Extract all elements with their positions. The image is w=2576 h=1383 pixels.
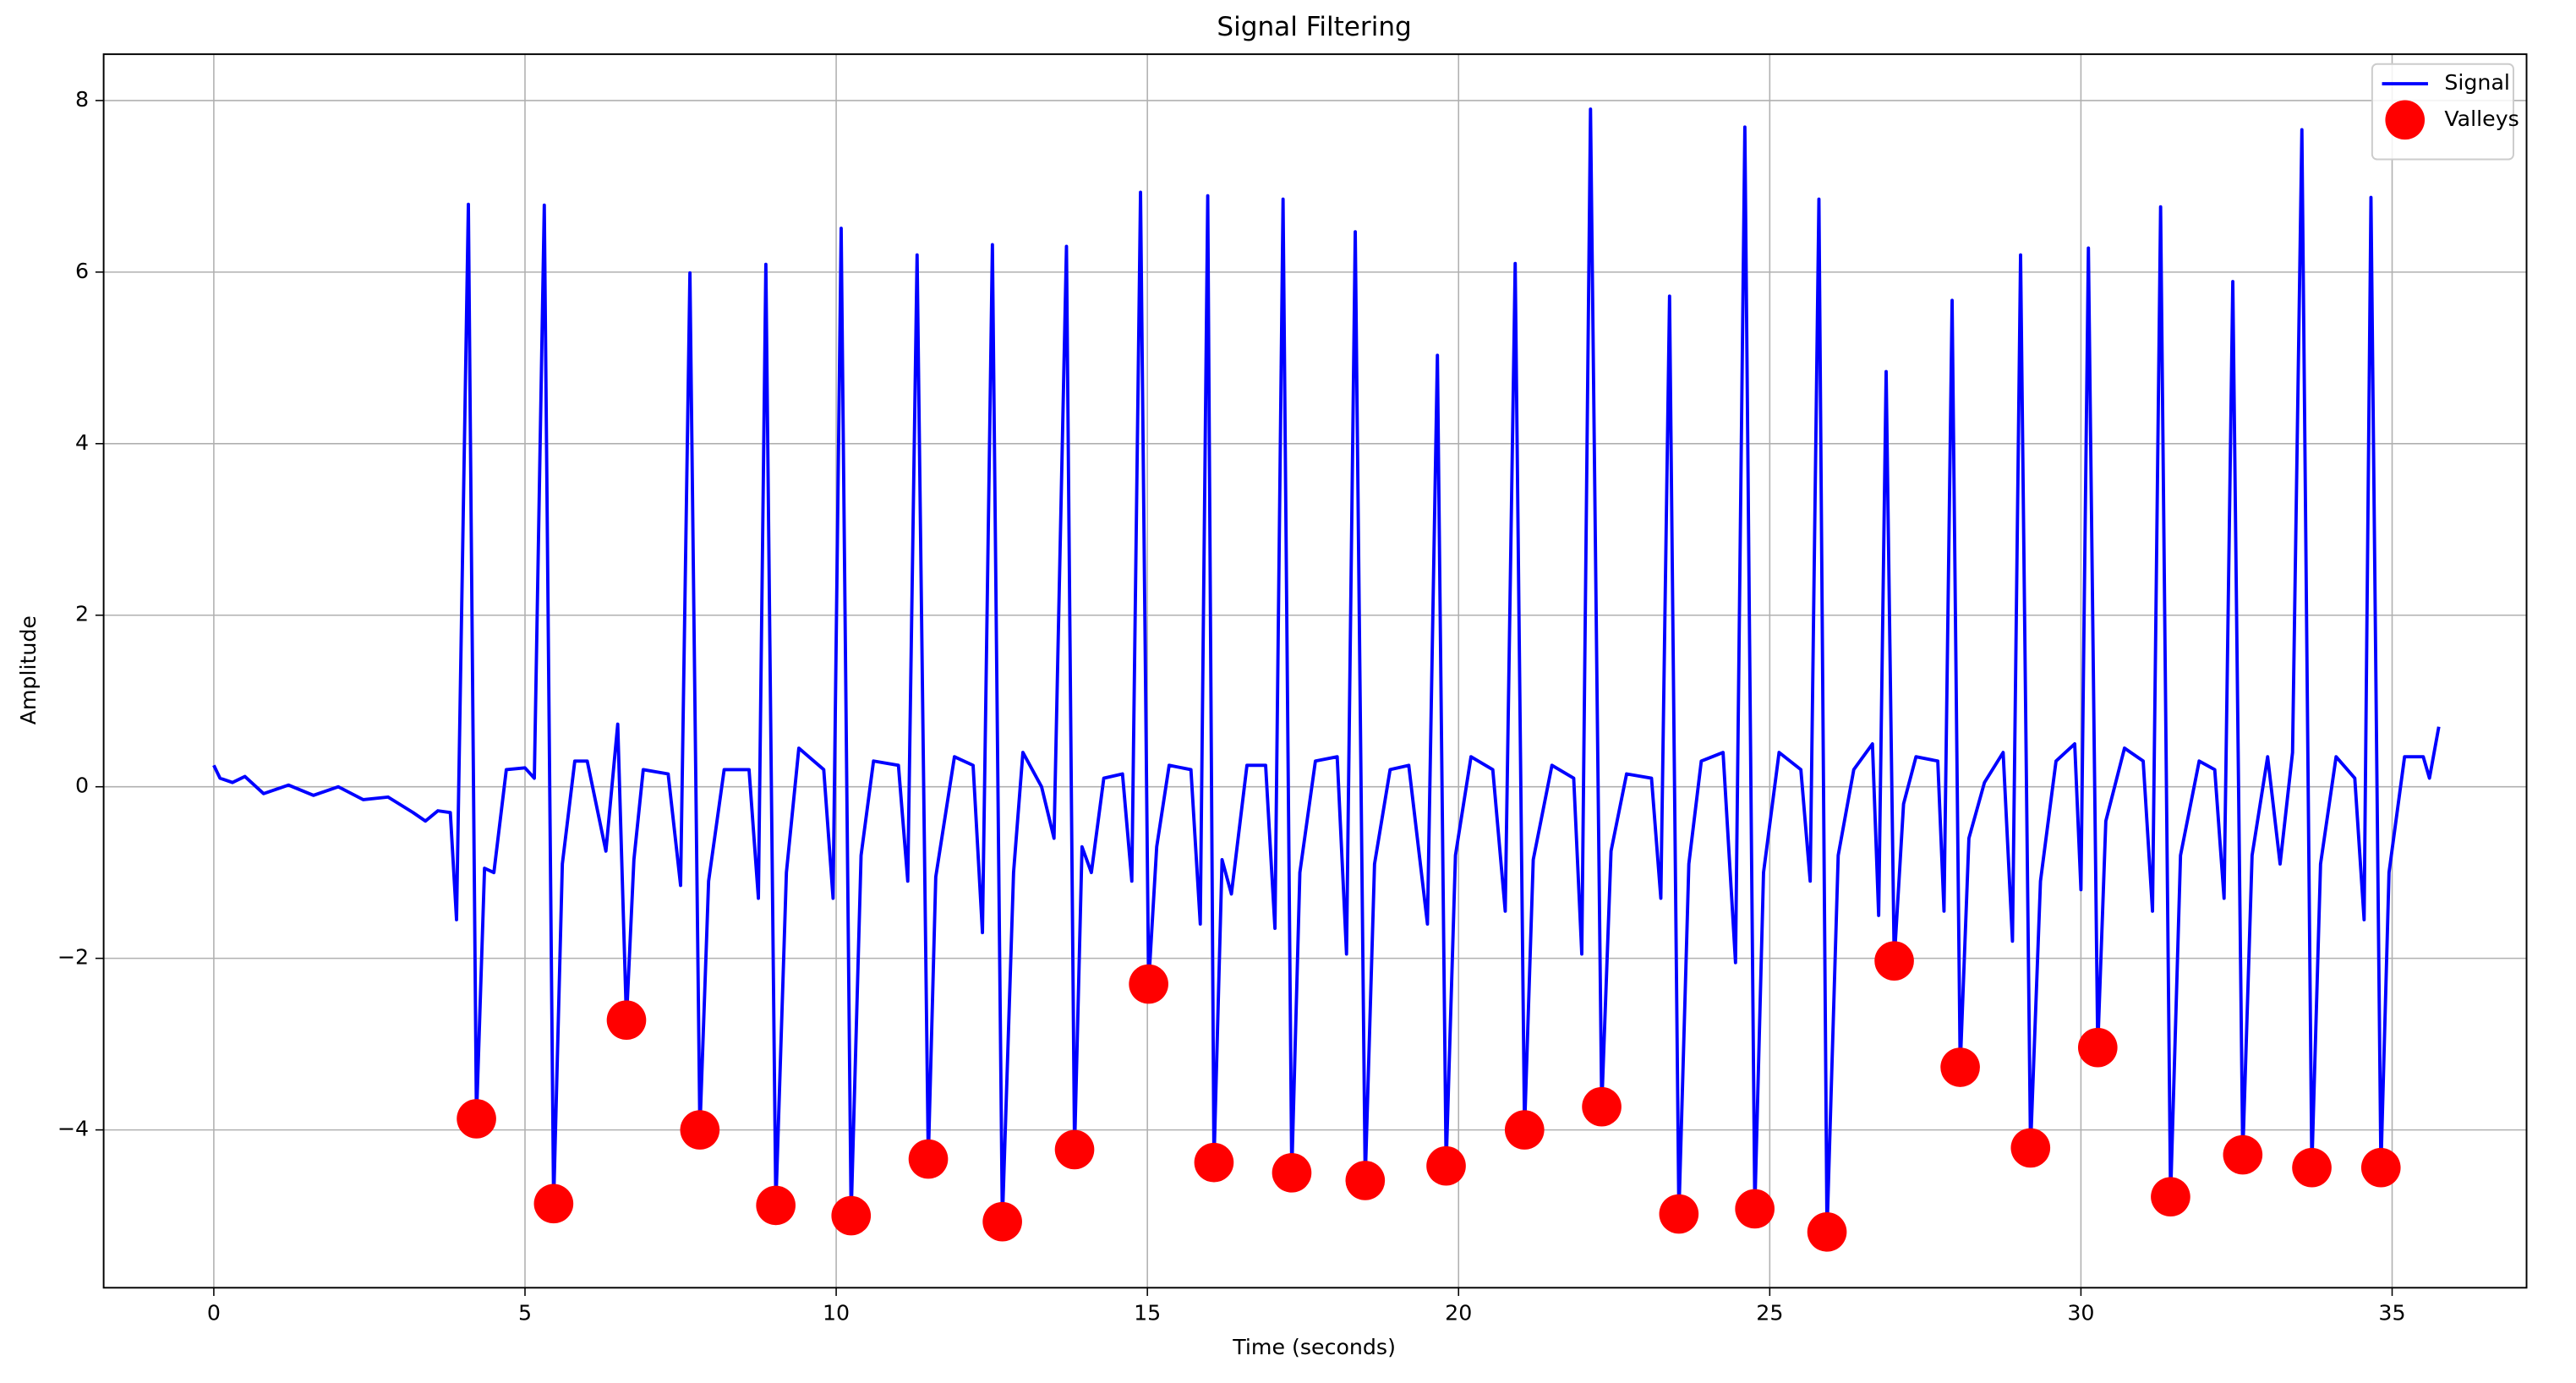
valley-marker bbox=[1345, 1161, 1386, 1200]
valley-marker bbox=[606, 1000, 647, 1041]
plot-frame bbox=[102, 53, 2528, 1289]
valley-marker bbox=[2292, 1147, 2332, 1188]
valley-marker bbox=[2223, 1134, 2263, 1175]
valley-marker bbox=[1940, 1047, 1980, 1087]
valley-marker bbox=[2010, 1128, 2051, 1168]
valley-marker bbox=[756, 1185, 796, 1226]
valley-marker bbox=[2360, 1147, 2401, 1188]
valley-marker bbox=[1504, 1110, 1545, 1150]
x-axis-label: Time (seconds) bbox=[1232, 1335, 1396, 1359]
x-tick-label: 5 bbox=[518, 1300, 532, 1325]
valley-marker bbox=[1807, 1212, 1847, 1252]
valley-marker bbox=[1659, 1194, 1699, 1234]
legend-label: Signal bbox=[2444, 70, 2510, 95]
valley-marker bbox=[831, 1195, 872, 1236]
x-tick-label: 25 bbox=[1756, 1300, 1783, 1325]
valley-marker bbox=[1129, 964, 1168, 1004]
valley-marker bbox=[1426, 1145, 1466, 1186]
y-tick-label: 4 bbox=[75, 430, 89, 455]
legend-label: Valleys bbox=[2444, 107, 2519, 131]
chart-title: Signal Filtering bbox=[1217, 12, 1411, 42]
valley-marker bbox=[982, 1201, 1022, 1242]
valley-marker bbox=[2151, 1177, 2190, 1217]
x-tick-label: 30 bbox=[2067, 1300, 2094, 1325]
y-tick-label: 2 bbox=[75, 602, 89, 626]
y-tick-label: −2 bbox=[57, 945, 89, 970]
valley-marker bbox=[533, 1183, 574, 1224]
y-tick-label: −4 bbox=[57, 1117, 89, 1141]
valley-marker bbox=[908, 1139, 949, 1179]
legend-marker bbox=[2385, 100, 2426, 140]
y-axis-label: Amplitude bbox=[16, 615, 41, 724]
legend: Signal Valleys bbox=[2371, 63, 2519, 161]
valley-marker bbox=[1194, 1142, 1234, 1183]
y-tick-label: 6 bbox=[75, 259, 89, 283]
valley-marker bbox=[680, 1110, 720, 1150]
x-tick-label: 15 bbox=[1134, 1300, 1161, 1325]
valley-marker bbox=[1054, 1129, 1095, 1170]
x-tick-label: 20 bbox=[1445, 1300, 1472, 1325]
valley-marker bbox=[1874, 941, 1914, 981]
valley-marker bbox=[1735, 1189, 1775, 1229]
valley-marker bbox=[457, 1099, 496, 1139]
y-tick-label: 0 bbox=[75, 773, 89, 798]
x-tick-label: 10 bbox=[823, 1300, 850, 1325]
y-tick-label: 8 bbox=[75, 87, 89, 112]
signal-line bbox=[212, 107, 2441, 1234]
valley-marker bbox=[1272, 1153, 1312, 1193]
x-tick-label: 0 bbox=[207, 1300, 221, 1325]
x-tick-label: 35 bbox=[2378, 1300, 2405, 1325]
valley-marker bbox=[1582, 1086, 1622, 1127]
valley-marker bbox=[2077, 1027, 2118, 1068]
